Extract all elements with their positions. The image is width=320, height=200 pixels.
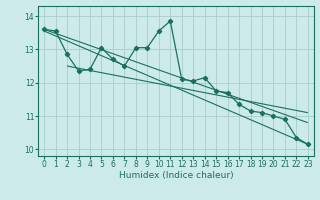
X-axis label: Humidex (Indice chaleur): Humidex (Indice chaleur) xyxy=(119,171,233,180)
